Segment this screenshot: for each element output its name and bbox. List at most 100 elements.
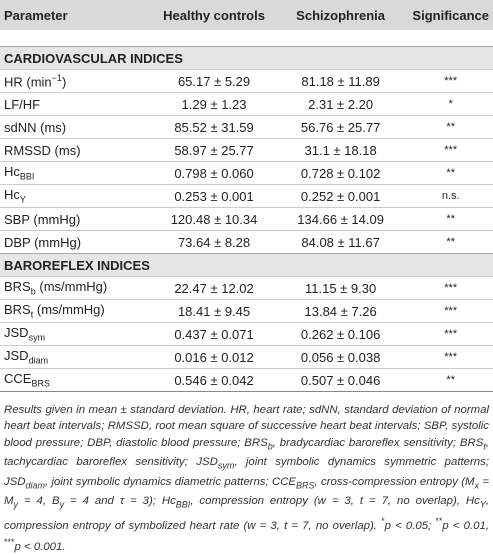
cell: 0.056 ± 0.038 [272, 345, 409, 369]
cell: ** [408, 207, 493, 231]
row-label: SBP (mmHg) [0, 207, 156, 231]
cell: 120.48 ± 10.34 [155, 207, 273, 231]
footnote-text: BBI [175, 499, 191, 510]
table-row: HcY 0.253 ± 0.001 0.252 ± 0.001 n.s. [0, 184, 493, 208]
row-label: sdNN (ms) [0, 115, 156, 139]
footnote-text: , compression entropy of symbolized hear… [4, 495, 489, 532]
table-row: SBP (mmHg) 120.48 ± 10.34 134.66 ± 14.09 ** [0, 207, 493, 231]
cell: 0.507 ± 0.046 [272, 368, 409, 392]
label-text: sdNN (ms) [4, 119, 67, 135]
label-sub: BRS [31, 378, 50, 389]
row-label: JSDdiam [0, 345, 156, 369]
footnote-text: y [13, 499, 19, 510]
footnote-text: sym [217, 460, 235, 471]
label-sub: t [30, 309, 34, 320]
cell: 13.84 ± 7.26 [272, 299, 409, 323]
table-row: JSDsym 0.437 ± 0.071 0.262 ± 0.106 *** [0, 322, 493, 346]
label-text: CCE [4, 371, 32, 387]
label-text: (ms/mmHg) [35, 279, 108, 295]
label-sub: b [30, 286, 36, 297]
table-row: BRSb (ms/mmHg) 22.47 ± 12.02 11.15 ± 9.30 *… [0, 276, 493, 300]
row-label: DBP (mmHg) [0, 230, 156, 254]
table-row: DBP (mmHg) 73.64 ± 8.28 84.08 ± 11.67 ** [0, 230, 493, 254]
footnote-text: , compression entropy (w = 3, t = 7, no … [190, 495, 480, 508]
footnote-text: x [474, 480, 480, 491]
header-cell: Significance [408, 0, 493, 30]
label-text: BRS [4, 302, 31, 318]
cell: 0.262 ± 0.106 [272, 322, 409, 346]
table-row: HcBBI 0.798 ± 0.060 0.728 ± 0.102 ** [0, 161, 493, 185]
footnote-text: , joint symbolic dynamics symmetric patt… [4, 456, 489, 488]
cell: *** [408, 276, 493, 300]
footnote-text: t [483, 440, 486, 451]
cell: 0.016 ± 0.012 [155, 345, 273, 369]
row-label: CCEBRS [0, 368, 156, 392]
row-label: HcY [0, 184, 156, 208]
cell: * [408, 92, 493, 116]
cell: 11.15 ± 9.30 [272, 276, 409, 300]
cell: *** [408, 138, 493, 162]
label-text: HR (min [4, 74, 52, 90]
cell: 0.798 ± 0.060 [155, 161, 273, 185]
cell: *** [408, 322, 493, 346]
footnote-text: diam [25, 480, 46, 491]
cell: 1.29 ± 1.23 [155, 92, 273, 116]
footnote-text: = 4 and τ = 3); Hc [64, 495, 176, 508]
row-label: RMSSD (ms) [0, 138, 156, 162]
cell: 31.1 ± 18.18 [272, 138, 409, 162]
label-sub: BBI [19, 171, 35, 182]
row-label: BRSb (ms/mmHg) [0, 276, 156, 300]
cell: n.s. [408, 184, 493, 208]
label-text: (ms/mmHg) [33, 302, 105, 318]
cell: 0.253 ± 0.001 [155, 184, 273, 208]
cell: ** [408, 115, 493, 139]
cell: 22.47 ± 12.02 [155, 276, 273, 300]
table-row: HR (min−1) 65.17 ± 5.29 81.18 ± 11.89 *** [0, 69, 493, 93]
cell: 56.76 ± 25.77 [272, 115, 409, 139]
row-label: LF/HF [0, 92, 156, 116]
label-sup: −1 [51, 72, 62, 83]
footnote-text: p < 0.01, [442, 519, 489, 532]
label-sub: sym [28, 332, 46, 343]
cell: ** [408, 230, 493, 254]
section-row: CARDIOVASCULAR INDICES [0, 46, 493, 70]
label-text: RMSSD (ms) [4, 142, 81, 158]
table-row: RMSSD (ms) 58.97 ± 25.77 31.1 ± 18.18 *** [0, 138, 493, 162]
cell: 58.97 ± 25.77 [155, 138, 273, 162]
section-row: BAROREFLEX INDICES [0, 253, 493, 277]
footnote-text: p < 0.001. [14, 540, 66, 553]
table-row: LF/HF 1.29 ± 1.23 2.31 ± 2.20 * [0, 92, 493, 116]
label-text: Hc [4, 187, 20, 203]
cell: *** [408, 299, 493, 323]
label-text: JSD [4, 325, 29, 341]
footnote-text: , bradycardiac baroreflex sensitivity; B… [272, 436, 484, 449]
table-row: sdNN (ms) 85.52 ± 31.59 56.76 ± 25.77 ** [0, 115, 493, 139]
footnote-text: , cross-compression entropy (M [314, 475, 475, 488]
data-table: Parameter Healthy controls Schizophrenia… [0, 0, 493, 392]
header-cell: Healthy controls [155, 0, 273, 30]
cell: ** [408, 368, 493, 392]
table-row: JSDdiam 0.016 ± 0.012 0.056 ± 0.038 *** [0, 345, 493, 369]
footnote-text: = 4, B [18, 495, 60, 508]
footnote-text: y [59, 499, 65, 510]
cell: ** [408, 161, 493, 185]
cell: 0.437 ± 0.071 [155, 322, 273, 346]
footnote-text: = M [4, 475, 490, 508]
label-text: Hc [4, 164, 20, 180]
cell: 134.66 ± 14.09 [272, 207, 409, 231]
label-text: DBP (mmHg) [4, 234, 82, 250]
cell: 0.546 ± 0.042 [155, 368, 273, 392]
footnote-text: , tachycardiac baroreflex sensitivity; J… [4, 436, 489, 469]
row-label: JSDsym [0, 322, 156, 346]
footnote-text: b [267, 440, 273, 451]
table-row: CCEBRS 0.546 ± 0.042 0.507 ± 0.046 ** [0, 368, 493, 392]
table-body: CARDIOVASCULAR INDICES HR (min−1) 65.17 ± … [0, 30, 493, 392]
footnote-text: , joint symbolic dynamics diametric patt… [45, 475, 297, 488]
row-label: HcBBI [0, 161, 156, 185]
footnote-text: *** [4, 537, 15, 547]
header-cell: Parameter [0, 0, 156, 30]
label-text: LF/HF [4, 96, 41, 112]
cell: 2.31 ± 2.20 [272, 92, 409, 116]
footnote: Results given in mean ± standard deviati… [4, 402, 489, 555]
